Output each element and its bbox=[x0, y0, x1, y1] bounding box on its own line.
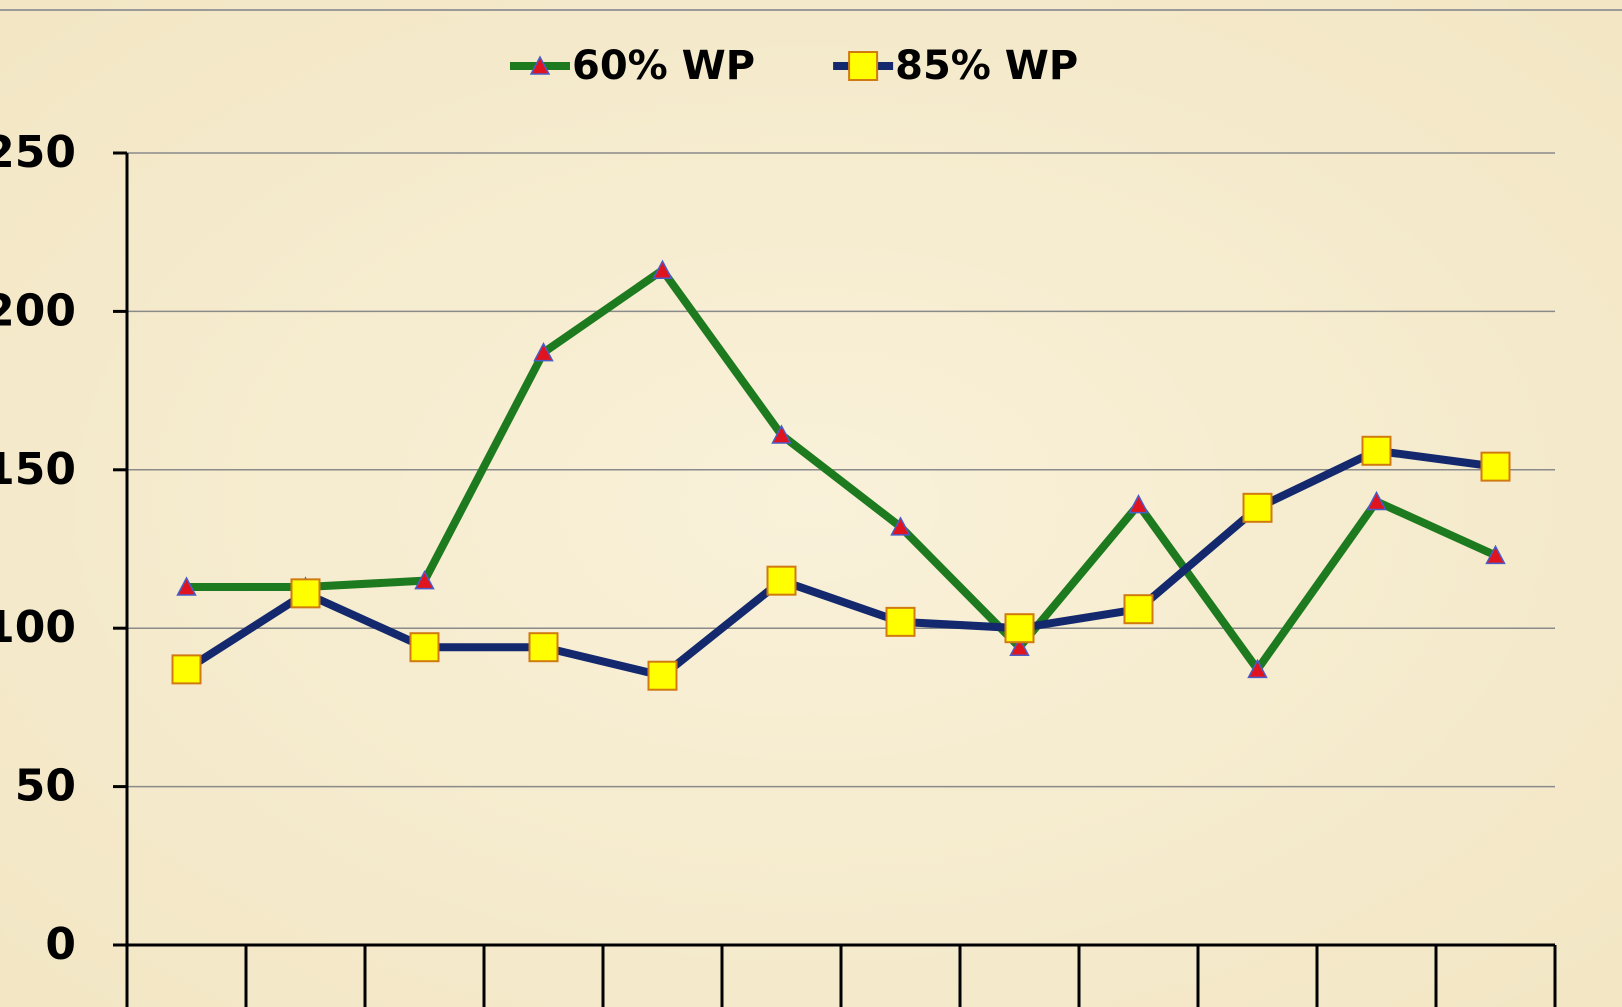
point bbox=[1123, 594, 1154, 625]
point bbox=[766, 565, 797, 596]
point bbox=[528, 632, 559, 663]
legend: 60% WP 85% WP bbox=[510, 43, 1078, 89]
series-line bbox=[186, 266, 1498, 674]
legend-marker bbox=[529, 55, 551, 75]
point bbox=[890, 516, 911, 536]
legend-marker bbox=[848, 51, 879, 81]
point bbox=[647, 660, 678, 691]
point bbox=[171, 654, 202, 685]
y-tick-label: 0 bbox=[45, 919, 76, 970]
series-line bbox=[184, 446, 1497, 680]
point bbox=[771, 424, 792, 444]
lines bbox=[171, 259, 1511, 691]
point bbox=[652, 259, 673, 279]
point bbox=[414, 570, 435, 590]
y-tick-label: 50 bbox=[15, 761, 76, 812]
legend-label: 85% WP bbox=[895, 43, 1078, 89]
legend-label: 60% WP bbox=[572, 43, 755, 89]
y-tick-label: 100 bbox=[0, 602, 76, 653]
point bbox=[1480, 451, 1511, 482]
point bbox=[176, 576, 197, 596]
point bbox=[1366, 490, 1387, 511]
point bbox=[1009, 636, 1030, 656]
axes: 0 50 100 150 200 250 bbox=[0, 127, 1557, 1007]
point bbox=[1242, 492, 1273, 523]
point bbox=[533, 341, 554, 362]
point bbox=[1361, 435, 1392, 466]
y-tick-label: 250 bbox=[0, 127, 76, 178]
point bbox=[409, 632, 440, 663]
y-tick-label: 200 bbox=[0, 285, 76, 336]
grid bbox=[127, 152, 1555, 788]
y-tick-label: 150 bbox=[0, 444, 76, 495]
point bbox=[290, 578, 321, 609]
point bbox=[1247, 658, 1268, 679]
point bbox=[1485, 544, 1506, 565]
point bbox=[1004, 613, 1035, 644]
point bbox=[885, 606, 916, 637]
point bbox=[1128, 494, 1149, 514]
